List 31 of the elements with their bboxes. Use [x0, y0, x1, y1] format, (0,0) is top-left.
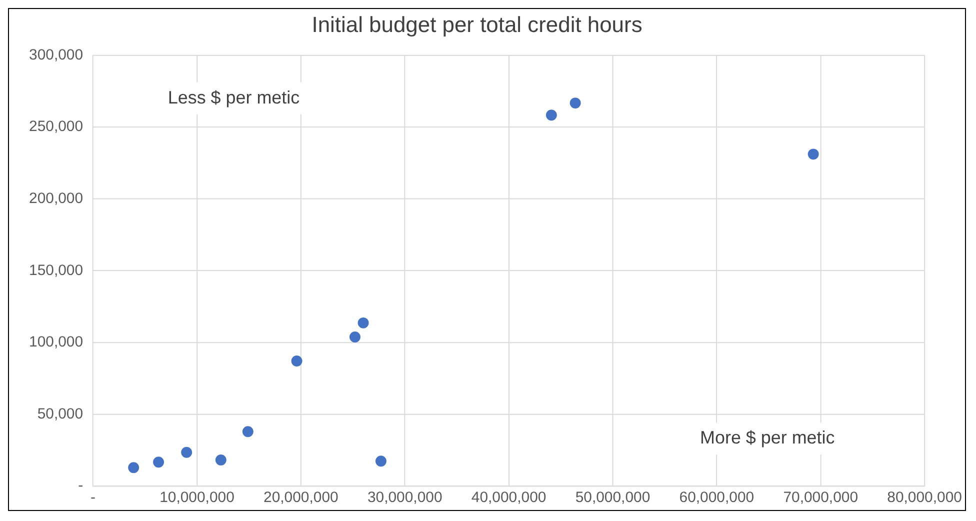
x-tick-label: - — [90, 489, 96, 506]
x-tick-label: 70,000,000 — [783, 489, 858, 506]
y-tick-label: 50,000 — [37, 405, 84, 422]
annotation: More $ per metic — [700, 428, 835, 448]
point — [546, 110, 557, 121]
point — [349, 332, 360, 342]
point — [181, 446, 192, 458]
point — [375, 456, 386, 467]
y-tick-label: 200,000 — [29, 190, 84, 207]
x-tick-label: 30,000,000 — [367, 489, 442, 506]
point — [128, 462, 140, 474]
point — [808, 148, 819, 160]
annotation: Less $ per metic — [168, 87, 300, 108]
point — [570, 98, 581, 109]
y-tick-label: 100,000 — [29, 334, 84, 351]
x-tick-label: 60,000,000 — [679, 489, 754, 506]
x-tick-label: 80,000,000 — [887, 489, 962, 506]
x-tick-label: 50,000,000 — [575, 489, 650, 506]
point — [215, 454, 226, 466]
chart-title: Initial budget per total credit hours — [312, 12, 642, 38]
x-tick-label: 20,000,000 — [264, 489, 338, 506]
point — [242, 426, 254, 438]
y-tick-label: 300,000 — [29, 46, 84, 64]
point — [291, 356, 302, 366]
point — [358, 317, 369, 328]
point — [153, 456, 164, 468]
y-tick-label: 250,000 — [29, 118, 84, 136]
x-tick-label: 10,000,000 — [160, 489, 234, 506]
y-tick-label: 150,000 — [29, 262, 84, 279]
x-tick-label: 40,000,000 — [471, 489, 546, 506]
y-tick-label: - — [78, 477, 84, 494]
